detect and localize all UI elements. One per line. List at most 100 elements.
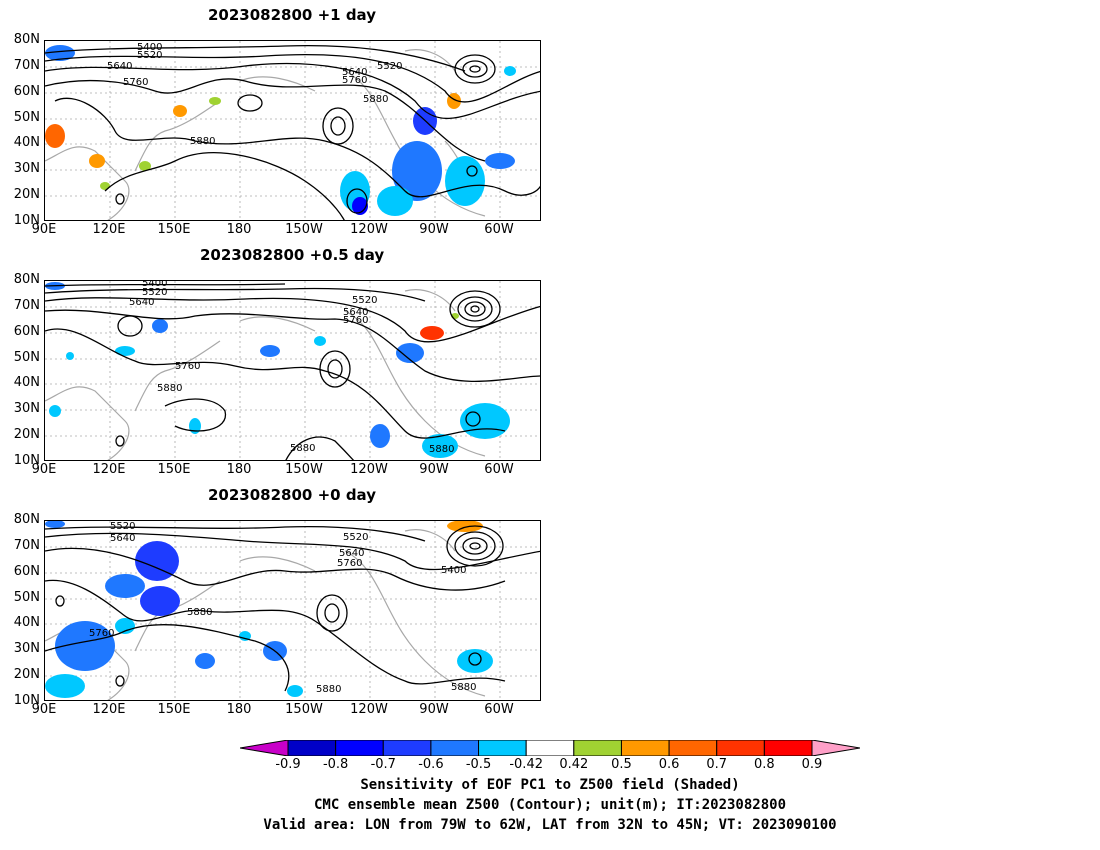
colorbar-swatch [620,739,670,757]
colorbar-swatch [668,739,718,757]
colorbar-tick-label: -0.42 [509,757,543,772]
lat-tick-label: 10N [13,453,40,468]
lat-tick-label: 30N [13,401,40,417]
lat-tick-label: 10N [13,693,40,708]
contour-label: 5880 [429,444,454,455]
panel-2-grid [45,281,540,460]
lat-tick-label: 20N [13,667,40,683]
panel-2-shading [45,282,510,458]
lon-tick-label: 120W [350,222,388,237]
contour-label: 5640 [343,307,368,318]
contour-label: 5520 [142,287,167,298]
colorbar-tick-label: -0.7 [370,757,396,772]
lat-tick-label: 40N [13,615,40,631]
contour-label: 5760 [343,315,368,326]
panel-2-contour-labels: 5400 5520 5640 5520 5640 5760 5760 5880 … [129,281,454,455]
contour-label: 5640 [339,548,364,559]
panel-3-title: 2023082800 +0 day [208,486,376,504]
contour-label: 5880 [190,136,215,147]
colorbar-tick-label: 0.6 [658,757,680,772]
contour-label: 5520 [377,61,402,72]
lon-tick-label: 60W [484,462,514,477]
colorbar [239,739,861,757]
contour-label: 5880 [316,684,341,695]
lon-tick-label: 180 [226,222,252,237]
panel-1-title: 2023082800 +1 day [208,6,376,24]
colorbar-swatch [382,739,432,757]
lat-tick-label: 80N [13,272,40,287]
contour-label: 5400 [137,42,162,53]
lon-tick-label: 60W [484,222,514,237]
colorbar-tick-label: 0.7 [706,757,728,772]
panel-1-contours [45,44,540,220]
contour-label: 5760 [342,75,367,86]
panel-1-contour-labels: 5400 5520 5640 5760 5880 5520 5640 5760 … [107,42,402,147]
lon-tick-label: 90W [419,462,449,477]
lat-tick-label: 20N [13,187,40,203]
lon-tick-label: 150W [285,222,323,237]
contour-label: 5880 [187,607,212,618]
contour-label: 5400 [441,565,466,576]
lat-tick-label: 50N [13,109,40,125]
lat-tick-label: 60N [13,323,40,339]
lat-tick-label: 80N [13,32,40,47]
colorbar-swatch [573,739,622,757]
lon-tick-label: 90W [419,702,449,717]
lat-tick-label: 70N [13,537,40,553]
lon-tick-label: 180 [226,702,252,717]
lat-tick-label: 40N [13,375,40,391]
caption-line-1: Sensitivity of EOF PC1 to Z500 field (Sh… [360,777,740,793]
lon-tick-label: 120E [92,702,126,717]
colorbar-tick-label: 0.9 [801,757,823,772]
lon-tick-label: 150E [157,702,191,717]
colorbar-tick-label: -0.5 [465,757,492,772]
colorbar-low-extend [239,739,289,757]
contour-label: 5640 [107,61,132,72]
lon-tick-label: 90E [31,462,57,477]
lat-tick-label: 40N [13,135,40,151]
lon-tick-label: 150E [157,222,191,237]
contour-label: 5520 [352,295,377,306]
contour-label: 5640 [342,67,367,78]
colorbar-high-extend [811,739,861,757]
contour-label: 5640 [129,297,154,308]
caption-line-2: CMC ensemble mean Z500 (Contour); unit(m… [313,797,786,813]
colorbar-tick-label: -0.6 [418,757,444,772]
colorbar-swatch [525,739,575,757]
lat-tick-label: 60N [13,563,40,579]
panel-2-title: 2023082800 +0.5 day [200,246,385,264]
contour-label: 5880 [290,443,315,454]
contour-label: 5520 [137,50,162,61]
panel-3-contour-labels: 5520 5640 5880 5760 5520 5640 5760 5400 … [89,521,476,695]
contour-label: 5760 [337,558,362,569]
lat-tick-label: 60N [13,83,40,99]
lat-tick-label: 70N [13,297,40,313]
lon-tick-label: 180 [226,462,252,477]
lon-tick-label: 90E [31,702,57,717]
contour-label: 5880 [363,94,388,105]
lon-tick-label: 90E [31,222,57,237]
lat-tick-label: 10N [13,213,40,228]
lat-tick-label: 70N [13,57,40,73]
contour-label: 5760 [123,77,148,88]
colorbar-swatch [716,739,765,757]
colorbar-svg [239,739,861,757]
contour-label: 5760 [89,628,114,639]
panel-3-contours [45,525,540,692]
panel-1-svg: 5400 5520 5640 5760 5880 5520 5640 5760 … [45,41,540,220]
colorbar-tick-label: -0.8 [322,757,349,772]
lon-tick-label: 60W [484,702,514,717]
lon-tick-label: 120E [92,222,126,237]
lon-tick-label: 120W [350,462,388,477]
colorbar-swatch [287,739,337,757]
lon-tick-label: 150W [285,462,323,477]
lat-tick-label: 50N [13,589,40,605]
colorbar-swatch [763,739,813,757]
panel-3-coastlines [45,529,486,700]
contour-label: 5880 [451,682,476,693]
contour-label: 5520 [343,532,368,543]
colorbar-swatch [335,739,384,757]
lat-tick-label: 20N [13,427,40,443]
contour-label: 5880 [157,383,182,394]
lon-tick-label: 120E [92,462,126,477]
